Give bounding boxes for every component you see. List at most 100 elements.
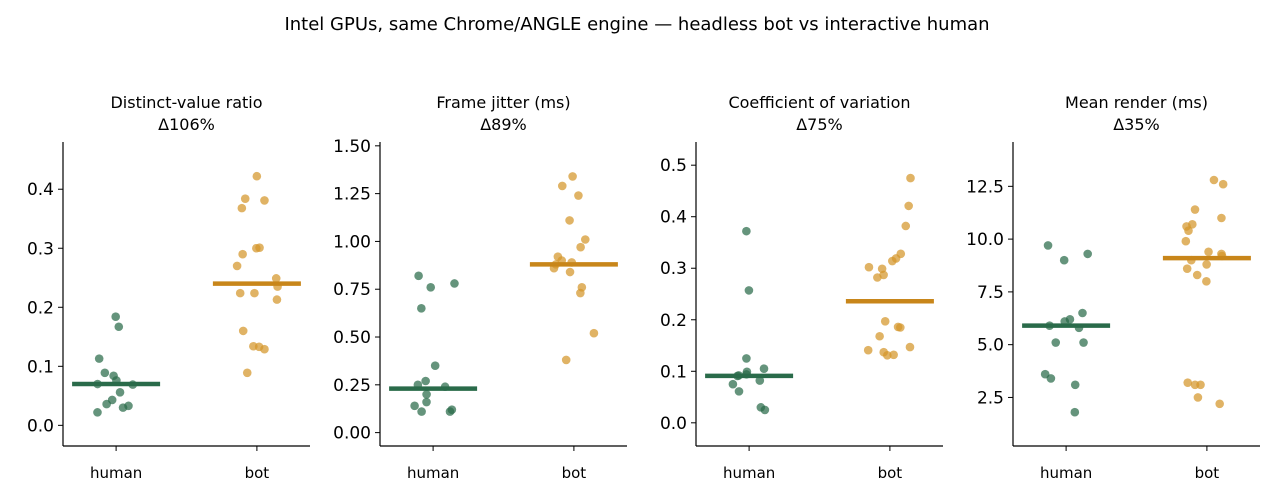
data-point-human [1043, 241, 1053, 250]
data-point-bot [1181, 236, 1191, 246]
data-point-human [93, 408, 102, 417]
data-point-human [734, 387, 744, 396]
data-point-bot [565, 267, 575, 277]
data-point-human [1079, 338, 1088, 347]
data-point-human [760, 405, 770, 415]
data-point-bot [589, 328, 599, 338]
y-tick-label: 0.1 [660, 362, 687, 382]
y-tick-label: 5.0 [977, 336, 1004, 356]
data-point-human [1070, 380, 1080, 390]
data-point-human [755, 376, 765, 385]
data-point-bot [889, 350, 898, 360]
data-point-human [114, 322, 124, 332]
data-point-bot [561, 355, 571, 365]
data-point-bot [1202, 277, 1211, 286]
panel-title: Frame jitter (ms) [436, 93, 570, 112]
data-point-human [759, 364, 769, 374]
data-point-bot [235, 288, 245, 298]
panel-delta-label: Δ35% [1113, 115, 1160, 134]
data-point-bot [580, 235, 590, 244]
data-point-bot [272, 295, 282, 304]
data-point-bot [1183, 378, 1193, 387]
data-point-bot [880, 317, 890, 326]
data-point-bot [904, 201, 913, 211]
y-tick-label: 0.2 [27, 298, 54, 318]
data-point-bot [271, 274, 281, 283]
panel-title: Mean render (ms) [1065, 93, 1208, 112]
y-tick-label: 0.25 [333, 376, 371, 396]
data-point-human [430, 361, 440, 370]
data-point-bot [1218, 179, 1228, 189]
y-tick-label: 0.5 [660, 156, 687, 176]
data-point-bot [557, 181, 567, 191]
data-point-human [1051, 338, 1061, 347]
data-point-human [417, 407, 426, 416]
data-point-human [102, 399, 111, 409]
panel-delta-label: Δ106% [158, 115, 215, 134]
data-point-human [744, 286, 754, 295]
data-point-bot [1192, 270, 1202, 280]
data-point-bot [1182, 264, 1192, 273]
data-point-human [445, 407, 455, 416]
data-point-bot [1204, 247, 1213, 257]
data-point-human [414, 271, 423, 281]
data-point-human [422, 390, 431, 399]
data-point-human [410, 401, 419, 411]
data-point-human [421, 376, 430, 386]
data-point-bot [576, 288, 585, 298]
y-tick-label: 1.00 [333, 232, 371, 252]
data-point-bot [1209, 175, 1219, 185]
data-point-human [1046, 374, 1056, 383]
data-point-bot [252, 243, 261, 253]
data-point-bot [242, 368, 252, 378]
data-point-bot [260, 196, 269, 205]
data-point-bot [887, 256, 897, 266]
data-point-human [1070, 407, 1080, 417]
data-point-bot [1202, 260, 1211, 269]
data-point-bot [883, 351, 892, 360]
data-point-bot [238, 249, 247, 259]
data-point-bot [1215, 399, 1224, 409]
panel-delta-label: Δ75% [796, 115, 843, 134]
data-point-bot [576, 242, 585, 252]
data-point-bot [906, 173, 915, 183]
data-point-human [100, 368, 110, 378]
data-point-human [1083, 249, 1092, 259]
data-point-bot [568, 172, 577, 181]
data-point-human [417, 304, 426, 313]
data-point-bot [238, 326, 248, 336]
data-point-human [426, 283, 436, 292]
y-tick-label: 0.2 [660, 311, 687, 331]
y-tick-label: 7.5 [977, 283, 1004, 303]
data-point-human [111, 312, 120, 322]
y-tick-label: 1.25 [333, 185, 371, 205]
data-point-bot [565, 216, 574, 225]
data-point-human [728, 379, 738, 389]
x-tick-label: bot [878, 464, 903, 482]
x-tick-label: human [1040, 464, 1092, 482]
x-tick-label: bot [245, 464, 270, 482]
y-tick-label: 0.1 [27, 357, 54, 377]
y-tick-label: 0.4 [660, 208, 687, 228]
x-tick-label: bot [1195, 464, 1220, 482]
y-tick-label: 0.75 [333, 280, 371, 300]
data-point-bot [873, 273, 882, 282]
data-point-bot [1193, 393, 1203, 402]
data-point-bot [905, 342, 915, 352]
data-point-bot [863, 345, 873, 355]
y-tick-label: 0.4 [27, 180, 54, 200]
data-point-bot [1184, 226, 1193, 235]
panels: Distinct-value ratio Δ106% 0.0 0.1 0.2 0.3 0.4… [27, 93, 1260, 482]
y-tick-label: 0.3 [660, 259, 687, 279]
data-point-bot [1190, 205, 1200, 214]
panel-delta-label: Δ89% [480, 115, 527, 134]
data-point-bot [864, 262, 874, 272]
data-point-human [450, 279, 459, 288]
data-point-bot [875, 331, 884, 341]
data-point-human [742, 354, 751, 363]
y-tick-label: 1.50 [333, 137, 371, 157]
data-point-human [422, 397, 431, 407]
data-point-bot [901, 221, 911, 231]
data-point-human [118, 403, 128, 412]
